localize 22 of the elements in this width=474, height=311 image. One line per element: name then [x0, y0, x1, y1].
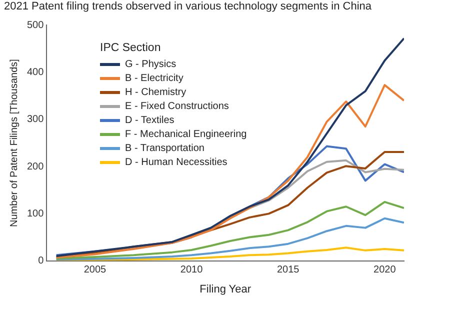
chart-title: 2021 Patent filing trends observed in various technology segments in China — [4, 0, 372, 13]
legend-label: D - Human Necessities — [125, 156, 228, 168]
x-axis-title: Filing Year — [200, 283, 252, 296]
x-tick-label: 2010 — [180, 264, 204, 276]
y-tick-label: 0 — [38, 256, 44, 267]
y-tick-label: 400 — [26, 67, 44, 78]
legend-label: F - Mechanical Engineering — [125, 128, 247, 140]
legend-label: B - Electricity — [125, 72, 184, 84]
y-tick-label: 500 — [26, 20, 44, 31]
legend-label: D - Textiles — [125, 114, 174, 126]
y-axis-title: Number of Patent Filings [Thousands] — [8, 58, 20, 227]
legend-title: IPC Section — [100, 42, 162, 54]
y-tick-label: 300 — [26, 114, 44, 126]
x-tick-label: 2020 — [374, 264, 396, 276]
legend-label: B - Transportation — [125, 142, 204, 154]
legend-label: E - Fixed Constructions — [125, 100, 229, 112]
legend-label: G - Physics — [125, 58, 176, 70]
y-tick-label: 200 — [26, 161, 44, 172]
y-tick-label: 100 — [26, 208, 44, 220]
legend-label: H - Chemistry — [125, 86, 186, 98]
x-tick-label: 2015 — [276, 264, 300, 276]
x-tick-label: 2005 — [84, 264, 107, 276]
